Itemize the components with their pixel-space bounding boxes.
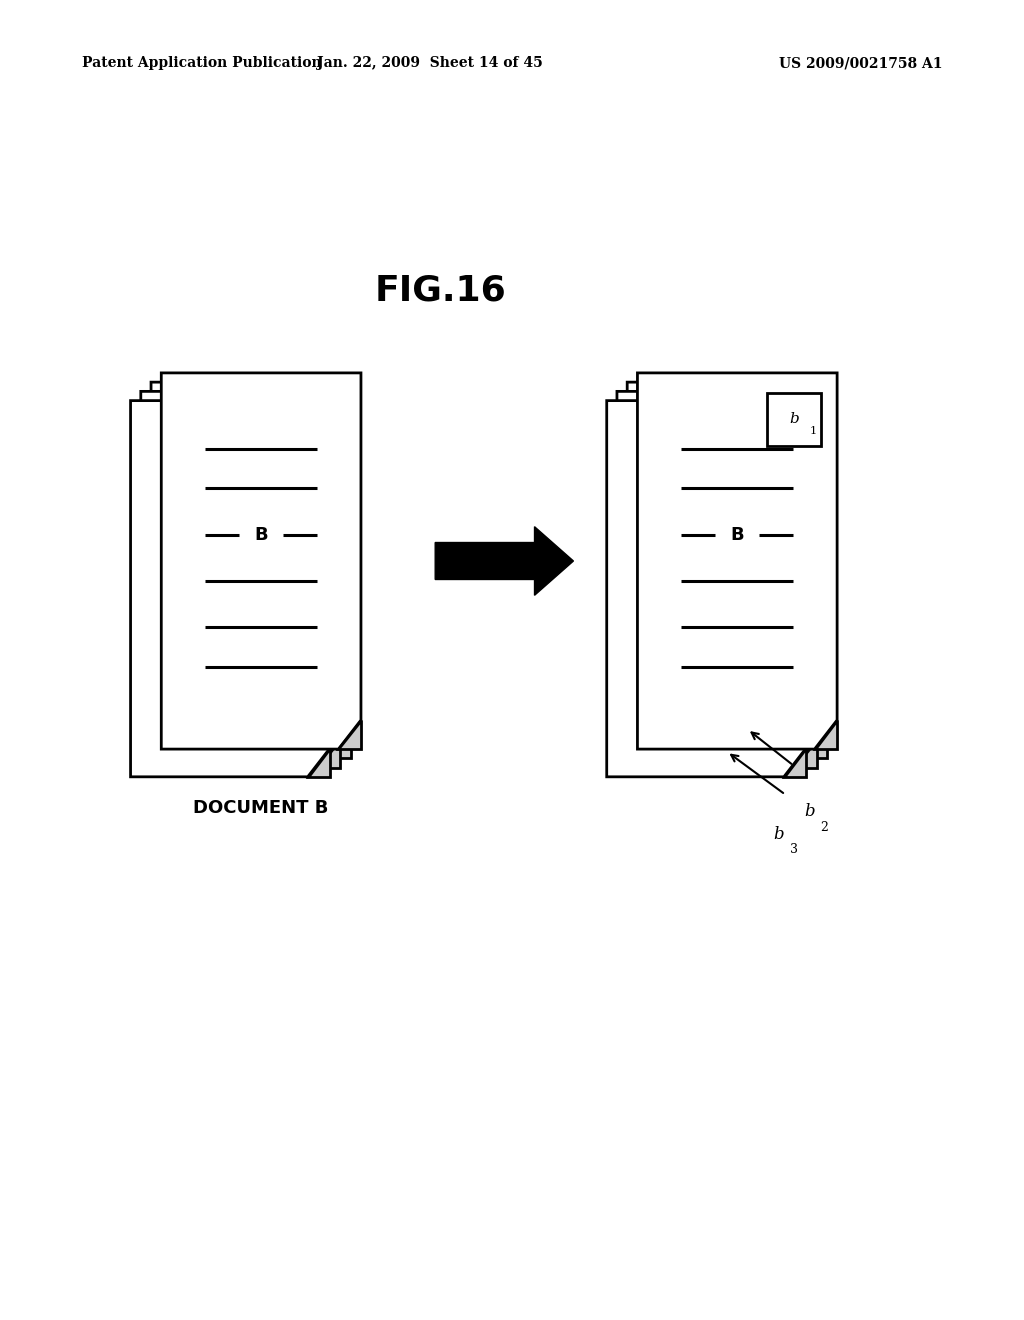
Text: b: b bbox=[773, 826, 783, 842]
Polygon shape bbox=[317, 739, 340, 768]
Polygon shape bbox=[784, 747, 807, 776]
Polygon shape bbox=[131, 401, 330, 776]
Polygon shape bbox=[328, 729, 350, 758]
Polygon shape bbox=[307, 747, 330, 776]
Text: DOCUMENT B: DOCUMENT B bbox=[194, 799, 329, 817]
Text: 3: 3 bbox=[790, 843, 798, 857]
Polygon shape bbox=[627, 383, 827, 758]
Text: Jan. 22, 2009  Sheet 14 of 45: Jan. 22, 2009 Sheet 14 of 45 bbox=[317, 57, 543, 70]
FancyArrow shape bbox=[435, 527, 573, 595]
Text: 1: 1 bbox=[810, 426, 816, 436]
Text: b: b bbox=[804, 804, 814, 820]
Text: B: B bbox=[254, 525, 268, 544]
Polygon shape bbox=[795, 739, 817, 768]
Polygon shape bbox=[606, 401, 807, 776]
Polygon shape bbox=[805, 729, 827, 758]
Text: 2: 2 bbox=[820, 821, 828, 834]
Polygon shape bbox=[152, 383, 350, 758]
Polygon shape bbox=[338, 721, 361, 750]
Polygon shape bbox=[637, 374, 838, 750]
Polygon shape bbox=[815, 721, 838, 750]
Text: US 2009/0021758 A1: US 2009/0021758 A1 bbox=[778, 57, 942, 70]
Text: FIG.16: FIG.16 bbox=[375, 273, 506, 308]
Text: b: b bbox=[790, 412, 799, 426]
Bar bbox=[768, 393, 821, 446]
Polygon shape bbox=[162, 374, 361, 750]
Polygon shape bbox=[141, 392, 340, 768]
Text: Patent Application Publication: Patent Application Publication bbox=[82, 57, 322, 70]
Polygon shape bbox=[616, 392, 817, 768]
Text: B: B bbox=[730, 525, 744, 544]
